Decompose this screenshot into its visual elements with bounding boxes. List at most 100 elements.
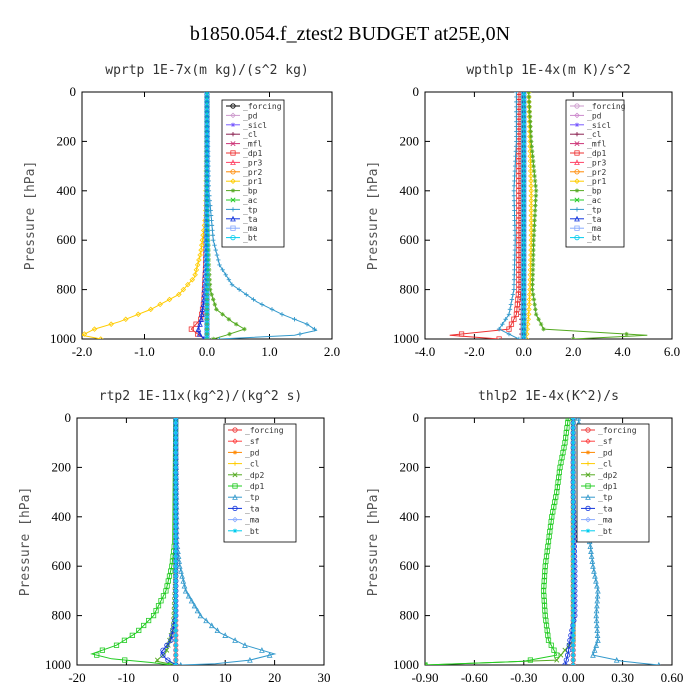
data-point-marker	[521, 119, 527, 125]
data-point-marker	[571, 440, 576, 445]
legend-label: _forcing	[243, 102, 282, 111]
data-point-marker	[521, 188, 527, 194]
data-point-marker	[511, 277, 517, 282]
data-point-marker	[541, 578, 547, 584]
data-point-marker	[521, 173, 527, 179]
data-point-marker	[521, 262, 527, 268]
data-point-marker	[209, 218, 214, 223]
data-point-marker	[514, 124, 519, 129]
legend-label: _tp	[587, 205, 602, 214]
y-tick-label: 200	[52, 459, 72, 474]
data-point-marker	[206, 242, 211, 248]
data-point-marker	[204, 212, 210, 219]
data-point-marker	[297, 331, 303, 337]
data-point-marker	[193, 321, 199, 327]
legend-marker	[230, 159, 236, 165]
data-point-marker	[593, 577, 599, 584]
data-point-marker	[204, 153, 210, 159]
data-point-marker	[207, 287, 213, 292]
y-tick-label: 400	[57, 183, 77, 198]
data-point-marker	[533, 203, 538, 208]
data-point-marker	[571, 430, 576, 436]
data-point-marker	[513, 158, 518, 164]
y-tick-label: 0	[413, 410, 420, 425]
data-point-marker	[514, 94, 519, 100]
data-point-marker	[540, 588, 547, 594]
data-point-marker	[173, 460, 178, 465]
data-point-marker	[593, 612, 600, 619]
data-point-marker	[514, 99, 519, 105]
data-point-marker	[571, 534, 576, 539]
data-point-marker	[521, 203, 527, 209]
data-point-marker	[516, 336, 522, 339]
data-point-marker	[593, 617, 600, 624]
data-point-marker	[204, 183, 210, 189]
data-point-marker	[514, 129, 519, 134]
data-point-marker	[514, 109, 519, 114]
data-point-marker	[561, 445, 567, 451]
data-point-marker	[229, 282, 235, 287]
data-point-marker	[173, 455, 178, 460]
data-point-marker	[204, 158, 210, 164]
data-point-marker	[173, 559, 178, 564]
data-point-marker	[204, 188, 210, 194]
data-point-marker	[204, 321, 210, 327]
legend-marker	[232, 505, 238, 511]
data-point-marker	[207, 203, 213, 208]
data-point-marker	[514, 119, 519, 124]
data-point-marker	[94, 652, 100, 658]
x-tick-label: -1.0	[134, 344, 155, 359]
data-point-marker	[594, 632, 601, 638]
data-point-marker	[565, 418, 571, 421]
data-point-marker	[521, 222, 527, 228]
data-point-marker	[526, 306, 532, 313]
data-point-marker	[530, 257, 536, 263]
data-point-marker	[521, 193, 527, 199]
data-point-marker	[99, 647, 106, 653]
data-point-marker	[168, 568, 174, 574]
data-point-marker	[173, 657, 178, 663]
data-point-marker	[554, 489, 560, 495]
legend-label: _pd	[587, 111, 602, 120]
x-tick-label: 2.0	[565, 344, 581, 359]
data-point-marker	[173, 450, 178, 455]
data-point-marker	[521, 153, 527, 159]
legend-label: _mfl	[587, 140, 606, 149]
x-tick-label: 10	[219, 670, 232, 685]
data-point-marker	[571, 425, 576, 431]
data-point-marker	[565, 420, 571, 426]
data-point-marker	[541, 326, 546, 332]
data-point-marker	[554, 652, 560, 658]
data-point-marker	[512, 247, 518, 253]
data-point-marker	[496, 336, 502, 339]
data-point-marker	[173, 425, 178, 431]
legend-marker	[230, 188, 236, 193]
data-point-marker	[208, 622, 215, 629]
data-point-marker	[204, 326, 210, 332]
chart-panel-1: wprtp 1E-7x(m kg)/(s^2 kg) Pressure [hPa]…	[23, 63, 340, 359]
data-point-marker	[173, 583, 178, 589]
data-point-marker	[507, 307, 513, 312]
data-point-marker	[530, 154, 535, 159]
data-point-marker	[521, 252, 527, 258]
data-point-marker	[526, 296, 533, 303]
data-point-marker	[571, 623, 576, 628]
data-point-marker	[173, 494, 178, 500]
data-point-marker	[122, 316, 129, 323]
legend-label: _forcing	[245, 426, 284, 435]
legend-label: _ma	[587, 224, 602, 233]
data-point-marker	[571, 418, 576, 421]
series-group	[82, 92, 318, 339]
data-point-marker	[571, 608, 576, 613]
x-tick-label: 1.0	[261, 344, 277, 359]
data-point-marker	[526, 301, 532, 308]
data-point-marker	[559, 454, 565, 461]
data-point-marker	[204, 123, 210, 130]
data-point-marker	[196, 257, 202, 263]
legend-label: _bt	[587, 234, 602, 243]
data-point-marker	[526, 92, 531, 95]
data-point-marker	[542, 613, 548, 619]
data-point-marker	[562, 662, 568, 665]
y-tick-label: 400	[400, 183, 420, 198]
data-point-marker	[521, 133, 527, 140]
